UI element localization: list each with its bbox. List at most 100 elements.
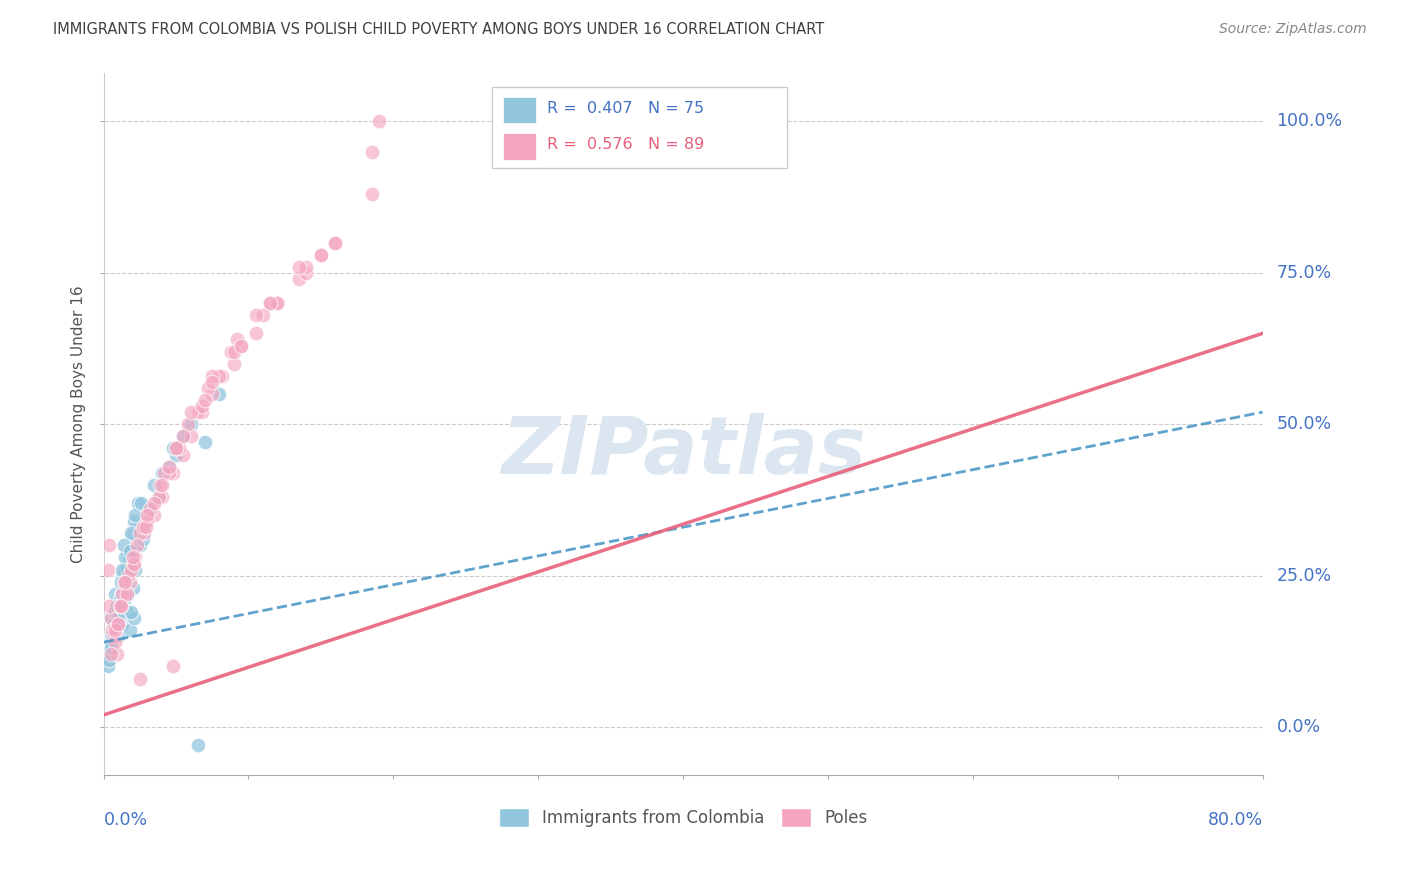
Point bbox=[162, 442, 184, 456]
Legend: Immigrants from Colombia, Poles: Immigrants from Colombia, Poles bbox=[492, 801, 875, 834]
Point bbox=[103, 617, 125, 632]
Point bbox=[162, 466, 184, 480]
Text: 75.0%: 75.0% bbox=[1277, 264, 1331, 282]
Point bbox=[295, 266, 318, 280]
Point bbox=[136, 514, 159, 528]
Point bbox=[309, 247, 332, 261]
Point bbox=[112, 574, 135, 589]
Point bbox=[139, 502, 162, 516]
Point bbox=[187, 405, 209, 419]
Point bbox=[100, 648, 122, 662]
Point bbox=[115, 605, 138, 619]
Point bbox=[107, 611, 129, 625]
Point bbox=[259, 296, 281, 310]
Point bbox=[108, 599, 131, 613]
Point bbox=[104, 605, 127, 619]
Text: 0.0%: 0.0% bbox=[104, 811, 148, 829]
Point bbox=[143, 508, 166, 522]
Point bbox=[201, 368, 224, 383]
Point bbox=[367, 114, 389, 128]
Text: 50.0%: 50.0% bbox=[1277, 416, 1331, 434]
Point bbox=[100, 629, 122, 643]
Point bbox=[172, 448, 194, 462]
Point bbox=[259, 296, 281, 310]
Point bbox=[150, 490, 173, 504]
Point bbox=[252, 308, 274, 322]
Point bbox=[180, 429, 202, 443]
Point bbox=[245, 308, 267, 322]
Point bbox=[134, 520, 156, 534]
Point bbox=[309, 247, 332, 261]
Point bbox=[222, 344, 245, 359]
Point bbox=[110, 599, 132, 613]
Point bbox=[118, 544, 141, 558]
Point bbox=[104, 605, 127, 619]
Point bbox=[120, 605, 142, 619]
Point bbox=[325, 235, 347, 250]
Point bbox=[148, 490, 170, 504]
Point bbox=[288, 260, 311, 274]
Point bbox=[97, 563, 120, 577]
Point bbox=[150, 466, 173, 480]
Point bbox=[153, 466, 176, 480]
Point bbox=[103, 623, 125, 637]
Point bbox=[360, 145, 382, 159]
Point bbox=[114, 568, 136, 582]
Y-axis label: Child Poverty Among Boys Under 16: Child Poverty Among Boys Under 16 bbox=[72, 285, 86, 563]
Point bbox=[127, 496, 149, 510]
Point bbox=[288, 272, 311, 286]
Point bbox=[201, 375, 224, 389]
Point bbox=[125, 520, 148, 534]
Point bbox=[136, 508, 159, 522]
Bar bbox=[503, 133, 536, 160]
Point bbox=[111, 617, 134, 632]
Point bbox=[105, 611, 128, 625]
Point bbox=[107, 617, 129, 632]
Point bbox=[114, 587, 136, 601]
Point bbox=[149, 477, 172, 491]
Point bbox=[128, 538, 150, 552]
Text: Source: ZipAtlas.com: Source: ZipAtlas.com bbox=[1219, 22, 1367, 37]
Point bbox=[231, 338, 253, 352]
Point bbox=[325, 235, 347, 250]
Point bbox=[105, 648, 128, 662]
Point bbox=[225, 333, 247, 347]
Point bbox=[148, 490, 170, 504]
Point bbox=[104, 623, 127, 637]
Bar bbox=[503, 96, 536, 123]
Text: IMMIGRANTS FROM COLOMBIA VS POLISH CHILD POVERTY AMONG BOYS UNDER 16 CORRELATION: IMMIGRANTS FROM COLOMBIA VS POLISH CHILD… bbox=[53, 22, 825, 37]
Point bbox=[118, 574, 141, 589]
Point bbox=[104, 587, 127, 601]
Point bbox=[172, 429, 194, 443]
Point bbox=[107, 617, 129, 632]
Point bbox=[360, 187, 382, 202]
Point bbox=[124, 563, 146, 577]
Point bbox=[165, 442, 187, 456]
Point bbox=[110, 587, 132, 601]
Point bbox=[194, 435, 217, 450]
Point bbox=[222, 357, 245, 371]
Point bbox=[134, 526, 156, 541]
Point bbox=[115, 587, 138, 601]
Point bbox=[122, 514, 145, 528]
Point bbox=[157, 466, 180, 480]
Point bbox=[101, 629, 124, 643]
Point bbox=[180, 405, 202, 419]
Point bbox=[100, 611, 122, 625]
Point bbox=[231, 338, 253, 352]
Point bbox=[125, 538, 148, 552]
Point bbox=[115, 563, 138, 577]
Point bbox=[132, 520, 155, 534]
Point bbox=[121, 526, 143, 541]
Point bbox=[112, 574, 135, 589]
FancyBboxPatch shape bbox=[492, 87, 787, 168]
Point bbox=[117, 568, 139, 582]
Point bbox=[111, 587, 134, 601]
Point bbox=[112, 592, 135, 607]
Point bbox=[118, 623, 141, 637]
Point bbox=[208, 368, 231, 383]
Point bbox=[98, 538, 121, 552]
Point bbox=[143, 496, 166, 510]
Text: 100.0%: 100.0% bbox=[1277, 112, 1343, 130]
Point bbox=[124, 550, 146, 565]
